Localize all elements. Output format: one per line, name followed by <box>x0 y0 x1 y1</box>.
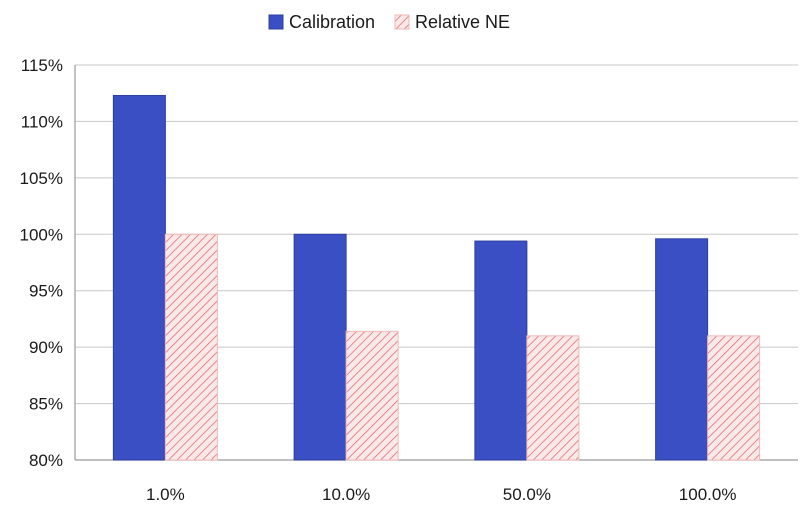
x-tick-label: 50.0% <box>503 485 551 504</box>
bar-relative-ne-2 <box>345 330 399 461</box>
y-tick-label: 105% <box>20 169 63 188</box>
bar-relative-ne-1 <box>164 233 218 461</box>
x-tick-label: 10.0% <box>322 485 370 504</box>
x-tick-label: 100.0% <box>679 485 737 504</box>
bar-calibration-3 <box>474 240 528 461</box>
bar-relative-ne-3 <box>526 335 580 461</box>
legend-swatch-relative-ne <box>394 14 410 30</box>
legend-label: Relative NE <box>415 12 510 32</box>
legend-swatch-calibration <box>268 14 284 30</box>
y-tick-label: 100% <box>20 225 63 244</box>
y-tick-label: 90% <box>29 338 63 357</box>
y-tick-label: 80% <box>29 451 63 470</box>
y-tick-label: 95% <box>29 282 63 301</box>
y-tick-label: 85% <box>29 395 63 414</box>
legend: Calibration Relative NE <box>268 12 510 32</box>
y-tick-label: 115% <box>21 56 63 75</box>
bar-relative-ne-4 <box>707 335 761 461</box>
bar-calibration-4 <box>655 238 709 461</box>
bar-calibration-2 <box>293 233 347 461</box>
x-tick-label: 1.0% <box>146 485 185 504</box>
tick-labels: 80% 85% 90% 95% 100% 105% 110% 115% 1.0% 10.0% 50.… <box>20 56 737 504</box>
y-tick-label: 110% <box>21 112 63 131</box>
bars <box>112 94 761 461</box>
bar-calibration-1 <box>112 94 166 461</box>
legend-label: Calibration <box>289 12 375 32</box>
